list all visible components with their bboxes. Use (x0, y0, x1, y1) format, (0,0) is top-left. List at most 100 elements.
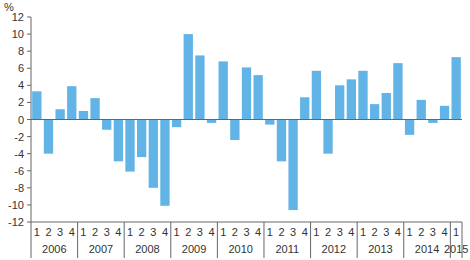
y-tick-label: 12 (12, 11, 24, 23)
x-tick-label: 3 (383, 226, 389, 238)
y-tick-label: -2 (14, 131, 24, 143)
x-tick-label: 3 (337, 226, 343, 238)
y-tick (27, 136, 31, 137)
group-label: 2009 (182, 243, 206, 255)
y-tick (27, 222, 31, 223)
bar (44, 120, 53, 154)
x-tick-label: 3 (150, 226, 156, 238)
y-tick-label: 4 (18, 79, 24, 91)
bar (265, 120, 274, 125)
bar (393, 63, 402, 119)
y-tick (27, 119, 31, 120)
y-tick (27, 68, 31, 69)
group-label: 2007 (89, 243, 113, 255)
bar (195, 55, 204, 119)
x-tick-label: 2 (45, 226, 51, 238)
x-tick-label: 4 (395, 226, 401, 238)
x-tick-label: 4 (255, 226, 261, 238)
group-label: 2012 (322, 243, 346, 255)
group-label: 2015 (444, 243, 468, 255)
group-separator (77, 222, 78, 258)
x-tick-label: 4 (69, 226, 75, 238)
bar (242, 67, 251, 119)
y-tick-label: 2 (18, 96, 24, 108)
x-tick-label: 2 (278, 226, 284, 238)
y-tick-label: 10 (12, 28, 24, 40)
y-tick (27, 102, 31, 103)
group-label: 2008 (135, 243, 159, 255)
bar (440, 106, 449, 120)
group-separator (310, 222, 311, 258)
group-separator (31, 222, 32, 258)
group-label: 2014 (415, 243, 439, 255)
bar (277, 120, 286, 162)
bar (207, 120, 216, 123)
y-tick (27, 85, 31, 86)
x-tick-label: 3 (57, 226, 63, 238)
bar (172, 120, 181, 128)
y-tick-label: -8 (14, 182, 24, 194)
group-separator (217, 222, 218, 258)
x-tick-label: 3 (290, 226, 296, 238)
y-tick (27, 34, 31, 35)
bar (300, 97, 309, 119)
y-tick (27, 204, 31, 205)
x-tick-label: 1 (127, 226, 133, 238)
x-tick-label: 4 (302, 226, 308, 238)
x-tick-label: 1 (267, 226, 273, 238)
x-tick-label: 3 (104, 226, 110, 238)
x-tick-label: 1 (407, 226, 413, 238)
x-tick-label: 2 (372, 226, 378, 238)
group-separator (124, 222, 125, 258)
x-tick-label: 1 (360, 226, 366, 238)
bar (160, 120, 169, 206)
group-label: 2006 (42, 243, 66, 255)
x-tick-label: 1 (453, 226, 459, 238)
bar (312, 71, 321, 120)
x-tick-label: 1 (80, 226, 86, 238)
bar (417, 100, 426, 120)
x-tick-label: 3 (430, 226, 436, 238)
bar (102, 120, 111, 130)
bar (358, 71, 367, 120)
x-tick-label: 1 (313, 226, 319, 238)
bar (32, 91, 41, 119)
y-tick (27, 153, 31, 154)
x-tick-label: 2 (139, 226, 145, 238)
bar (335, 85, 344, 119)
bar (79, 111, 88, 120)
bars (32, 34, 461, 210)
x-tick-label: 2 (418, 226, 424, 238)
bar (253, 75, 262, 119)
y-tick (27, 187, 31, 188)
group-separator (263, 222, 264, 258)
x-tick-label: 1 (174, 226, 180, 238)
bar (230, 120, 239, 141)
y-tick (27, 17, 31, 18)
bar (67, 86, 76, 119)
group-separator (357, 222, 358, 258)
y-tick-label: 6 (18, 62, 24, 74)
bar (149, 120, 158, 188)
y-tick-label: 8 (18, 45, 24, 57)
group-label: 2011 (275, 243, 299, 255)
y-tick-label: -12 (8, 216, 24, 228)
group-separator (170, 222, 171, 258)
x-tick-label: 2 (185, 226, 191, 238)
bar (90, 98, 99, 119)
bar (125, 120, 134, 172)
bar (219, 61, 228, 119)
x-tick-label: 2 (325, 226, 331, 238)
x-tick-label: 4 (208, 226, 214, 238)
bar (382, 93, 391, 119)
y-tick (27, 170, 31, 171)
bar (405, 120, 414, 135)
group-separator (403, 222, 404, 258)
x-tick-label: 4 (348, 226, 354, 238)
chart: %-12-10-8-6-4-20246810121234123412341234… (0, 0, 470, 260)
bar (55, 109, 64, 119)
group-label: 2010 (228, 243, 252, 255)
x-tick-label: 4 (115, 226, 121, 238)
y-tick-label: -6 (14, 165, 24, 177)
bar (347, 79, 356, 119)
